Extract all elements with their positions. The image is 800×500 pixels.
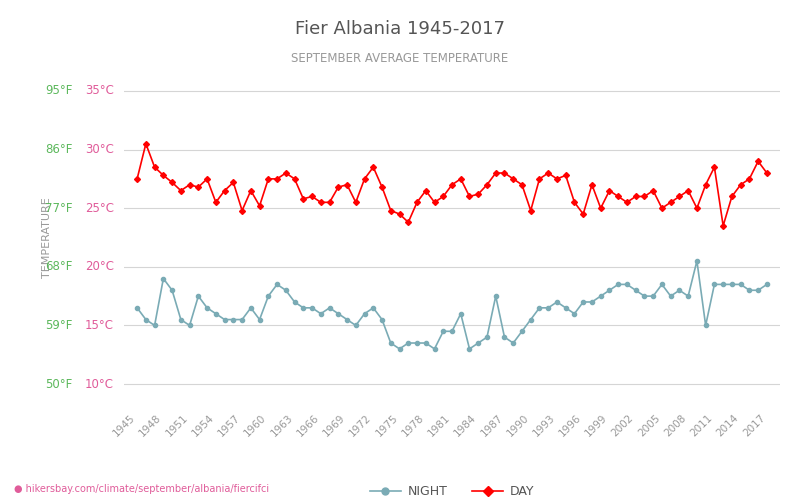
Text: 86°F: 86°F — [46, 143, 73, 156]
Text: 10°C: 10°C — [85, 378, 114, 390]
Text: SEPTEMBER AVERAGE TEMPERATURE: SEPTEMBER AVERAGE TEMPERATURE — [291, 52, 509, 66]
Text: 30°C: 30°C — [86, 143, 114, 156]
Text: 25°C: 25°C — [85, 202, 114, 214]
Text: 20°C: 20°C — [85, 260, 114, 274]
Text: Fier Albania 1945-2017: Fier Albania 1945-2017 — [295, 20, 505, 38]
Text: 59°F: 59°F — [46, 319, 73, 332]
Text: 50°F: 50°F — [46, 378, 73, 390]
Text: 68°F: 68°F — [46, 260, 73, 274]
Text: 77°F: 77°F — [46, 202, 73, 214]
Y-axis label: TEMPERATURE: TEMPERATURE — [42, 197, 52, 278]
Legend: NIGHT, DAY: NIGHT, DAY — [365, 480, 539, 500]
Text: ● hikersbay.com/climate/september/albania/fiercifci: ● hikersbay.com/climate/september/albani… — [14, 484, 270, 494]
Text: 15°C: 15°C — [85, 319, 114, 332]
Text: 35°C: 35°C — [86, 84, 114, 98]
Text: 95°F: 95°F — [46, 84, 73, 98]
